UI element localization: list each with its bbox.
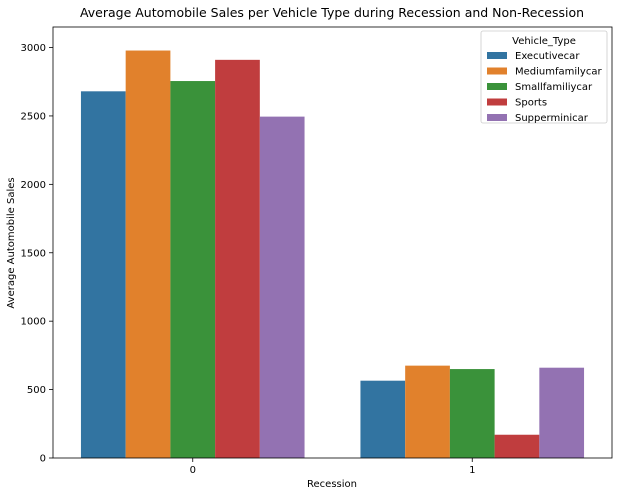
y-tick-label: 0 (40, 454, 46, 465)
legend-box (480, 30, 608, 124)
plot-frame (52, 26, 613, 459)
legend-label-supperminicar: Supperminicar (515, 113, 589, 124)
y-tick-label: 2500 (21, 111, 46, 122)
y-axis-label: Average Automobile Sales (6, 177, 17, 308)
bar-sports-recession-0 (215, 59, 260, 458)
y-tick-label: 500 (27, 385, 46, 396)
bar-supperminicar-recession-1 (539, 367, 585, 458)
bar-smallfamiliycar-recession-0 (170, 81, 216, 459)
legend: Vehicle_Type Executivecar Mediumfamilycar S… (480, 30, 608, 124)
legend-swatch-mediumfamilycar (487, 67, 507, 75)
bar-smallfamiliycar-recession-1 (449, 369, 495, 458)
bar-mediumfamilycar-recession-0 (125, 50, 171, 459)
legend-swatch-sports (487, 98, 507, 106)
bar-supperminicar-recession-0 (259, 116, 305, 458)
legend-label-smallfamiliycar: Smallfamiliycar (515, 82, 593, 93)
x-axis-label: Recession (307, 479, 357, 490)
bar-executivecar-recession-0 (80, 91, 126, 459)
legend-swatch-supperminicar (487, 114, 507, 121)
bars-group (80, 50, 585, 459)
legend-label-mediumfamilycar: Mediumfamilycar (515, 67, 602, 78)
x-tick-label: 0 (190, 465, 196, 476)
y-tick-label: 2000 (21, 180, 46, 191)
x-tick-label: 1 (469, 465, 475, 476)
bar-executivecar-recession-1 (360, 380, 406, 458)
y-tick-label: 1500 (21, 248, 46, 259)
legend-title: Vehicle_Type (512, 36, 576, 47)
bar-sports-recession-1 (494, 434, 540, 458)
legend-label-sports: Sports (515, 98, 547, 109)
legend-swatch-smallfamiliycar (487, 83, 507, 90)
legend-label-executivecar: Executivecar (515, 51, 580, 62)
y-tick-label: 1000 (21, 317, 46, 328)
y-axis: 0 500 1000 1500 2000 2500 3000 (21, 43, 53, 465)
legend-swatch-executivecar (487, 52, 507, 59)
y-tick-label: 3000 (21, 43, 46, 54)
bar-mediumfamilycar-recession-1 (405, 365, 450, 458)
chart-title: Average Automobile Sales per Vehicle Typ… (80, 5, 584, 20)
